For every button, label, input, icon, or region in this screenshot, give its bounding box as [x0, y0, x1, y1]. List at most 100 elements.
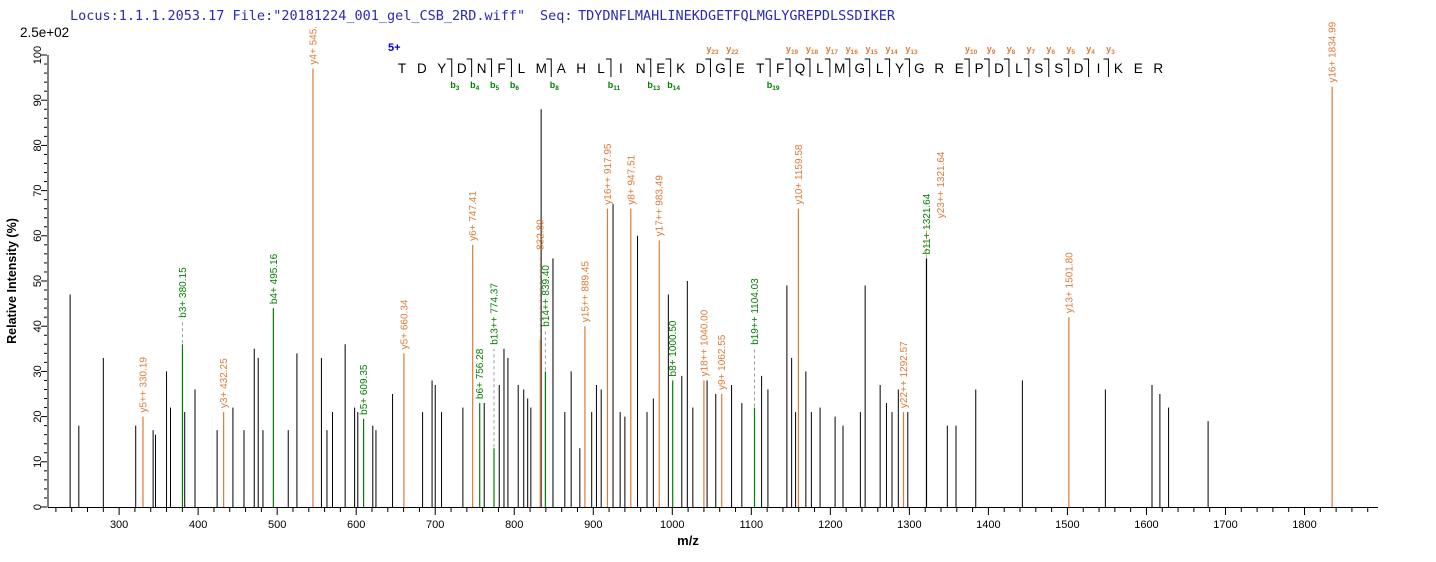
cleavage-marker: [446, 58, 453, 77]
peak-label: b6+ 756.28: [475, 348, 486, 399]
sequence-residue: Y: [437, 61, 446, 76]
cleavage-marker: [1003, 58, 1010, 77]
y-ion-marker: y15: [866, 44, 879, 56]
sequence-residue: S: [1034, 61, 1043, 76]
peak-label: y15++ 889.45: [580, 261, 591, 323]
y-tick-label: 80: [32, 139, 44, 151]
sequence-residue: K: [1114, 61, 1123, 76]
axes: 300 400 500 600 700 800 900 1000 1100 1200 1300 140…: [32, 46, 1378, 531]
x-tick-label: 400: [189, 519, 207, 531]
sequence-residue: E: [955, 61, 964, 76]
cleavage-marker: [984, 58, 990, 77]
cleavage-marker: [824, 58, 831, 77]
peak-label: b8+ 1000.50: [668, 320, 679, 376]
x-tick-label: 700: [426, 519, 444, 531]
x-tick-label: 600: [347, 519, 365, 531]
peak-label: y23++ 1321.64: [936, 151, 947, 218]
y-ion-marker: y7: [1027, 44, 1036, 56]
peak-label: b11+ 1321.64: [922, 193, 933, 254]
y-ion-marker: y9: [987, 44, 996, 56]
peak-label: y22++ 1292.57: [899, 341, 910, 408]
peak-label: y8+ 947.51: [626, 154, 637, 204]
peak-labels: y5++ 330.19 b3+ 380.15 y3+ 432.25 b4+ 495.1…: [138, 21, 1338, 415]
sequence-residue: M: [536, 61, 547, 76]
y-tick-label: 10: [32, 456, 44, 468]
sequence-residue: L: [1015, 61, 1023, 76]
y-tick-label: 30: [32, 365, 44, 377]
y-ion-marker: y18: [806, 44, 819, 56]
sequence-residue: D: [457, 61, 467, 76]
cleavage-marker: [725, 58, 731, 77]
peak-label: 832.89: [536, 219, 547, 250]
peak-label: y6+ 747.41: [468, 191, 479, 241]
x-tick-label: 1100: [739, 519, 763, 531]
x-tick-label: 300: [110, 519, 128, 531]
cleavage-marker: [506, 58, 512, 77]
b-ion-marker: b6: [510, 80, 520, 92]
x-tick-label: 1000: [660, 519, 684, 531]
x-axis-title: m/z: [677, 533, 699, 548]
x-tick-label: 900: [584, 519, 602, 531]
y-ion-marker: y5: [1066, 44, 1075, 56]
peak-label: y10+ 1159.58: [794, 144, 805, 205]
plot-area[interactable]: [48, 55, 1378, 507]
cleavage-marker: [785, 58, 791, 77]
sequence-residue: L: [816, 61, 824, 76]
x-tick-label: 800: [505, 519, 523, 531]
cleavage-marker: [1043, 58, 1050, 77]
cleavage-marker: [546, 58, 552, 77]
cleavage-marker: [665, 58, 672, 77]
x-tick-label: 1500: [1055, 519, 1079, 531]
peak-label: b13++ 774.37: [489, 283, 500, 345]
peak-label: y5+ 660.34: [399, 299, 410, 349]
peaks: [69, 68, 1333, 507]
y-tick-label: 20: [32, 410, 44, 422]
x-tick-label: 1600: [1134, 519, 1158, 531]
y-tick-label: 0: [32, 504, 44, 510]
y-ion-marker: y19: [786, 44, 799, 56]
y-ion-marker: y6: [1046, 44, 1055, 56]
sequence-residue: L: [876, 61, 884, 76]
y-tick-label: 70: [32, 184, 44, 196]
peak-label: y9+ 1062.55: [717, 334, 728, 390]
sequence-residue: D: [696, 61, 706, 76]
sequence-header-text: TDYDNFLMAHLINEKDGETFQLMGLYGREPDLSSDIKER: [578, 8, 896, 24]
charge-state-label: 5+: [388, 42, 401, 54]
b-ion-marker: b3: [450, 80, 460, 92]
cleavage-marker: [904, 58, 910, 77]
label-leader-lines: [181, 222, 927, 448]
sequence-residue: L: [597, 61, 605, 76]
sequence-residue: E: [656, 61, 665, 76]
x-tick-label: 1800: [1292, 519, 1316, 531]
peak-label: y13+ 1501.80: [1064, 252, 1075, 313]
cleavage-marker: [605, 58, 612, 77]
sequence-residue: I: [619, 61, 623, 76]
peak-label: y16+ 1834.99: [1328, 21, 1339, 82]
intensity-scale-label: 2.5e+02: [20, 25, 69, 40]
y-tick-label: 40: [32, 320, 44, 332]
peak-label: b14++ 839.40: [541, 265, 552, 327]
x-tick-label: 1300: [897, 519, 921, 531]
sequence-residue: D: [417, 61, 427, 76]
peak-label: y3+ 432.25: [219, 358, 230, 408]
sequence-residue: G: [854, 61, 865, 76]
cleavage-marker: [705, 58, 711, 77]
sequence-residue: M: [834, 61, 845, 76]
sequence-residue: Q: [795, 61, 806, 76]
y-ion-marker: y17: [826, 44, 839, 56]
cleavage-marker: [844, 58, 851, 77]
sequence-residue: F: [776, 61, 784, 76]
cleavage-marker: [1083, 58, 1090, 77]
y-tick-label: 100: [32, 46, 44, 64]
y-tick-label: 50: [32, 275, 44, 287]
cleavage-marker: [884, 58, 891, 77]
sequence-residue: E: [1134, 61, 1143, 76]
b-ion-marker: b8: [550, 80, 560, 92]
sequence-residue: R: [1153, 61, 1163, 76]
sequence-residue: I: [1097, 61, 1101, 76]
y-ion-marker: y4: [1086, 44, 1095, 56]
y-ion-marker: y22: [726, 44, 739, 56]
sequence-residue: H: [576, 61, 586, 76]
peak-label: y4+ 545.: [308, 26, 319, 65]
